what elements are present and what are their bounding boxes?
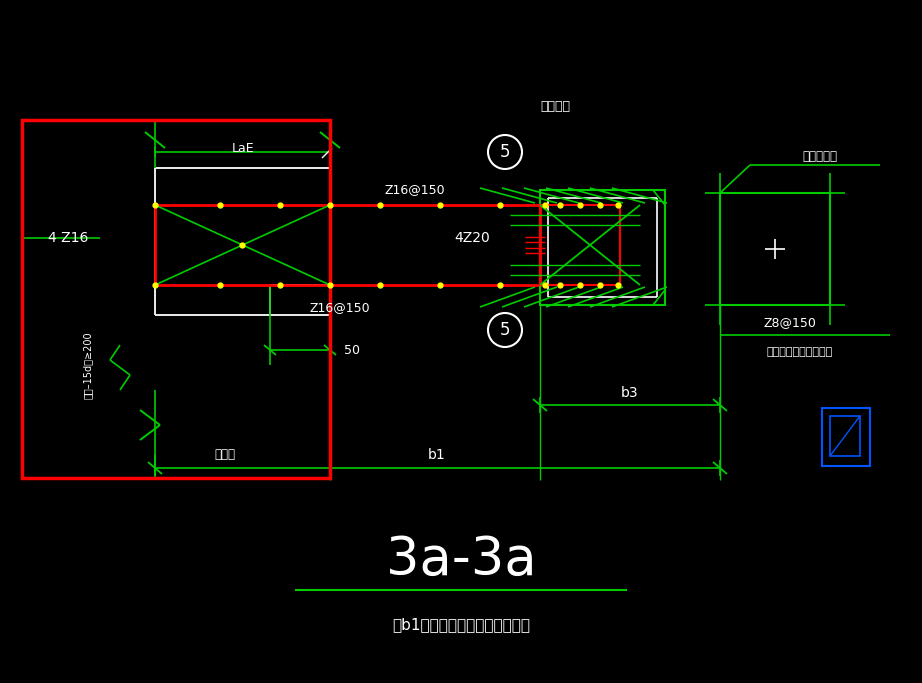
Text: Ζ16@150: Ζ16@150 — [384, 184, 445, 197]
Text: 人防区外: 人防区外 — [540, 100, 570, 113]
Text: b3: b3 — [621, 386, 639, 400]
Text: 4Ζ20: 4Ζ20 — [455, 231, 490, 245]
Text: 底板面至顶板底范围内: 底板面至顶板底范围内 — [767, 347, 833, 357]
Bar — [830, 416, 860, 456]
Text: 3a-3a: 3a-3a — [385, 534, 537, 586]
Bar — [720, 193, 830, 305]
Text: 侧墙厂: 侧墙厂 — [215, 449, 235, 462]
Bar — [540, 190, 665, 305]
Text: 50: 50 — [344, 344, 360, 357]
Bar — [22, 120, 330, 478]
Text: b1: b1 — [428, 448, 446, 462]
Text: Ζ8@150: Ζ8@150 — [763, 316, 817, 329]
Bar — [822, 408, 870, 466]
Text: 箋箋–15d且≥200: 箋箋–15d且≥200 — [83, 331, 93, 399]
Text: Ζ16@150: Ζ16@150 — [310, 301, 371, 314]
Text: 5: 5 — [500, 321, 510, 339]
Text: 4 Ζ16: 4 Ζ16 — [48, 231, 89, 245]
Text: 5: 5 — [500, 143, 510, 161]
Bar — [155, 205, 540, 285]
Bar — [540, 205, 620, 285]
Text: 注b1值以人防区内之侧墙厚为准: 注b1值以人防区内之侧墙厚为准 — [392, 617, 530, 632]
Text: LaE: LaE — [231, 141, 254, 154]
Text: 预埋钉门框: 预埋钉门框 — [802, 150, 837, 163]
